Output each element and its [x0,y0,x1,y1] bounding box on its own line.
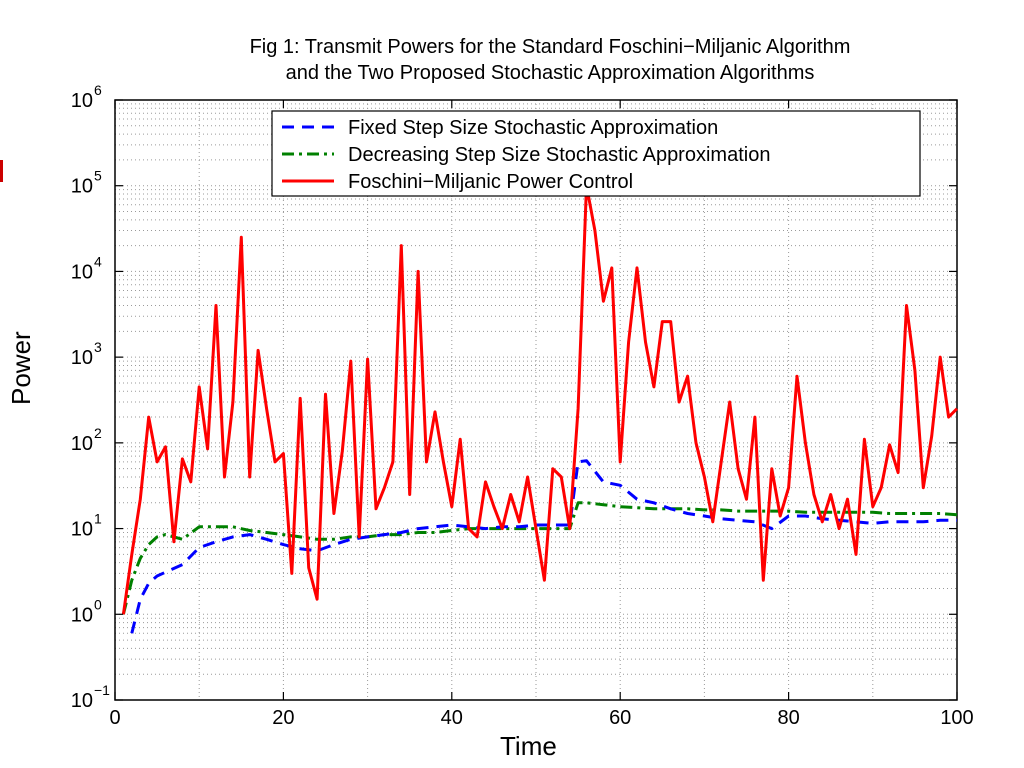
x-tick-label: 60 [609,707,631,729]
chart-subtitle: and the Two Proposed Stochastic Approxim… [285,62,815,84]
y-tick-label: 10 [71,519,93,541]
legend: Fixed Step Size Stochastic Approximation… [271,110,921,197]
y-tick-label: 10 [71,261,93,283]
legend-label-0: Fixed Step Size Stochastic Approximation [348,117,718,139]
y-tick-exponent: 4 [94,253,102,269]
legend-box [271,110,921,197]
y-tick-exponent: −1 [94,682,110,698]
edge-marker [0,160,3,182]
chart-title: Fig 1: Transmit Powers for the Standard … [249,36,851,58]
legend-label-2: Foschini−Miljanic Power Control [348,171,633,193]
x-tick-label: 0 [109,707,120,729]
x-tick-label: 40 [441,707,463,729]
y-tick-exponent: 2 [94,425,102,441]
y-tick-exponent: 5 [94,168,102,184]
series-line-2 [121,184,959,615]
legend-label-1: Decreasing Step Size Stochastic Approxim… [348,144,770,166]
x-tick-label: 80 [777,707,799,729]
series-line-0 [130,459,957,634]
y-axis-label: Power [6,331,36,405]
y-tick-exponent: 6 [94,82,102,98]
y-tick-label: 10 [71,347,93,369]
plot-frame [114,99,958,701]
y-tick-label: 10 [71,433,93,455]
y-tick-label: 10 [71,90,93,112]
y-tick-label: 10 [71,604,93,626]
x-tick-label: 100 [940,707,973,729]
x-axis-label: Time [500,731,557,761]
y-tick-exponent: 3 [94,339,102,355]
y-tick-label: 10 [71,690,93,712]
series [121,184,959,634]
y-tick-exponent: 1 [94,511,102,527]
y-tick-exponent: 0 [94,596,102,612]
y-tick-label: 10 [71,176,93,198]
x-tick-label: 20 [272,707,294,729]
